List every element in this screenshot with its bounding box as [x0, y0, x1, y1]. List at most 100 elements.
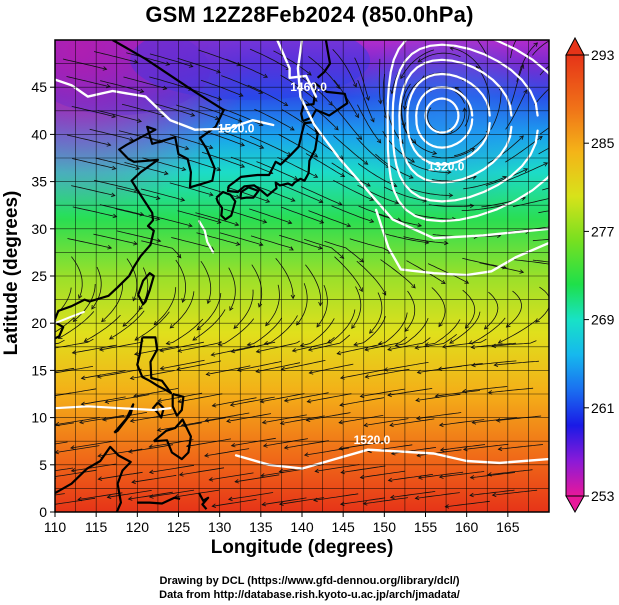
streamline-arrow — [520, 64, 525, 69]
streamline — [377, 213, 422, 227]
streamline — [99, 204, 144, 216]
streamline-arrow — [502, 264, 507, 270]
streamline-arrow — [216, 166, 222, 172]
streamline-arrow — [296, 320, 301, 326]
streamline-arrow — [363, 422, 369, 428]
streamline — [469, 317, 506, 344]
streamline — [476, 40, 487, 55]
streamline-arrow — [369, 329, 374, 334]
streamline — [449, 311, 481, 344]
streamline-arrow — [80, 401, 86, 407]
streamline — [296, 283, 308, 326]
streamline-arrow — [178, 472, 184, 477]
streamline-arrow — [184, 145, 190, 151]
streamline-arrow — [129, 137, 135, 142]
streamline — [55, 493, 65, 496]
streamline — [360, 388, 405, 397]
streamline-arrow — [291, 348, 297, 353]
streamline-arrow — [339, 402, 344, 407]
streamline — [418, 471, 464, 479]
streamline-arrow — [70, 468, 76, 473]
streamline — [157, 422, 202, 431]
streamline — [97, 110, 142, 122]
streamline-arrow — [411, 283, 416, 289]
streamline — [428, 204, 474, 207]
streamline — [237, 361, 282, 371]
streamline — [487, 469, 533, 476]
streamline — [395, 317, 429, 346]
streamline-arrow — [449, 339, 454, 344]
streamline-arrow — [111, 113, 117, 119]
streamline — [200, 260, 212, 304]
streamline — [131, 474, 177, 483]
streamline-arrow — [49, 371, 53, 375]
streamline-arrow — [448, 193, 454, 198]
streamline — [490, 86, 502, 130]
streamline — [380, 259, 416, 289]
streamline — [471, 360, 517, 366]
streamline — [55, 467, 74, 472]
streamline-arrow — [50, 346, 54, 350]
streamline-arrow — [305, 417, 311, 422]
streamline — [463, 176, 507, 190]
streamline — [333, 135, 368, 165]
streamline — [407, 161, 451, 173]
y-tick-label: 25 — [31, 268, 47, 284]
streamline — [62, 58, 107, 70]
streamline — [454, 129, 490, 157]
streamline — [532, 40, 549, 56]
streamline — [186, 438, 231, 447]
contour-line — [415, 86, 474, 149]
streamline-arrow — [359, 393, 365, 399]
x-tick-label: 110 — [44, 519, 67, 535]
streamline-arrow — [240, 142, 245, 147]
streamline-arrow — [106, 142, 112, 147]
streamline-arrow — [188, 223, 193, 228]
streamline — [384, 362, 429, 371]
streamline-arrow — [444, 504, 450, 509]
streamline — [94, 51, 138, 63]
streamline — [298, 75, 333, 106]
streamline-arrow — [457, 22, 461, 25]
streamline — [218, 318, 255, 346]
streamline — [484, 291, 499, 330]
streamline-arrow — [462, 446, 468, 452]
streamline — [498, 319, 537, 344]
streamline — [151, 102, 195, 117]
streamline — [84, 314, 121, 342]
streamline — [327, 309, 356, 344]
streamline — [488, 387, 534, 394]
contour-label: 1320.0 — [428, 159, 465, 173]
streamline — [303, 238, 344, 259]
streamline-arrow — [265, 198, 271, 203]
streamline — [472, 417, 517, 424]
streamline-arrow — [80, 375, 86, 381]
streamline-arrow — [210, 352, 216, 357]
streamline — [454, 87, 470, 127]
streamline — [538, 147, 549, 155]
streamline — [339, 415, 384, 424]
streamline — [415, 492, 460, 499]
streamline-arrow — [108, 335, 114, 340]
streamline — [363, 497, 408, 505]
streamline — [105, 394, 150, 403]
streamline — [252, 184, 295, 202]
streamline-arrow — [148, 469, 154, 475]
streamline — [126, 52, 170, 65]
streamline-arrow — [21, 498, 25, 502]
streamline — [94, 179, 138, 192]
streamline — [211, 345, 256, 356]
streamline-arrow — [394, 200, 400, 205]
streamline-arrow — [217, 341, 223, 347]
streamline-arrow — [159, 365, 165, 371]
streamline — [402, 126, 437, 155]
streamline-arrow — [438, 474, 444, 479]
streamline-arrow — [290, 197, 296, 202]
streamline-arrow — [208, 144, 214, 150]
coastline — [137, 272, 155, 306]
streamline — [219, 232, 263, 246]
streamline-arrow — [318, 245, 323, 250]
streamline-arrow — [51, 503, 55, 507]
streamline-arrow — [192, 336, 198, 341]
streamline-arrow — [387, 346, 392, 352]
